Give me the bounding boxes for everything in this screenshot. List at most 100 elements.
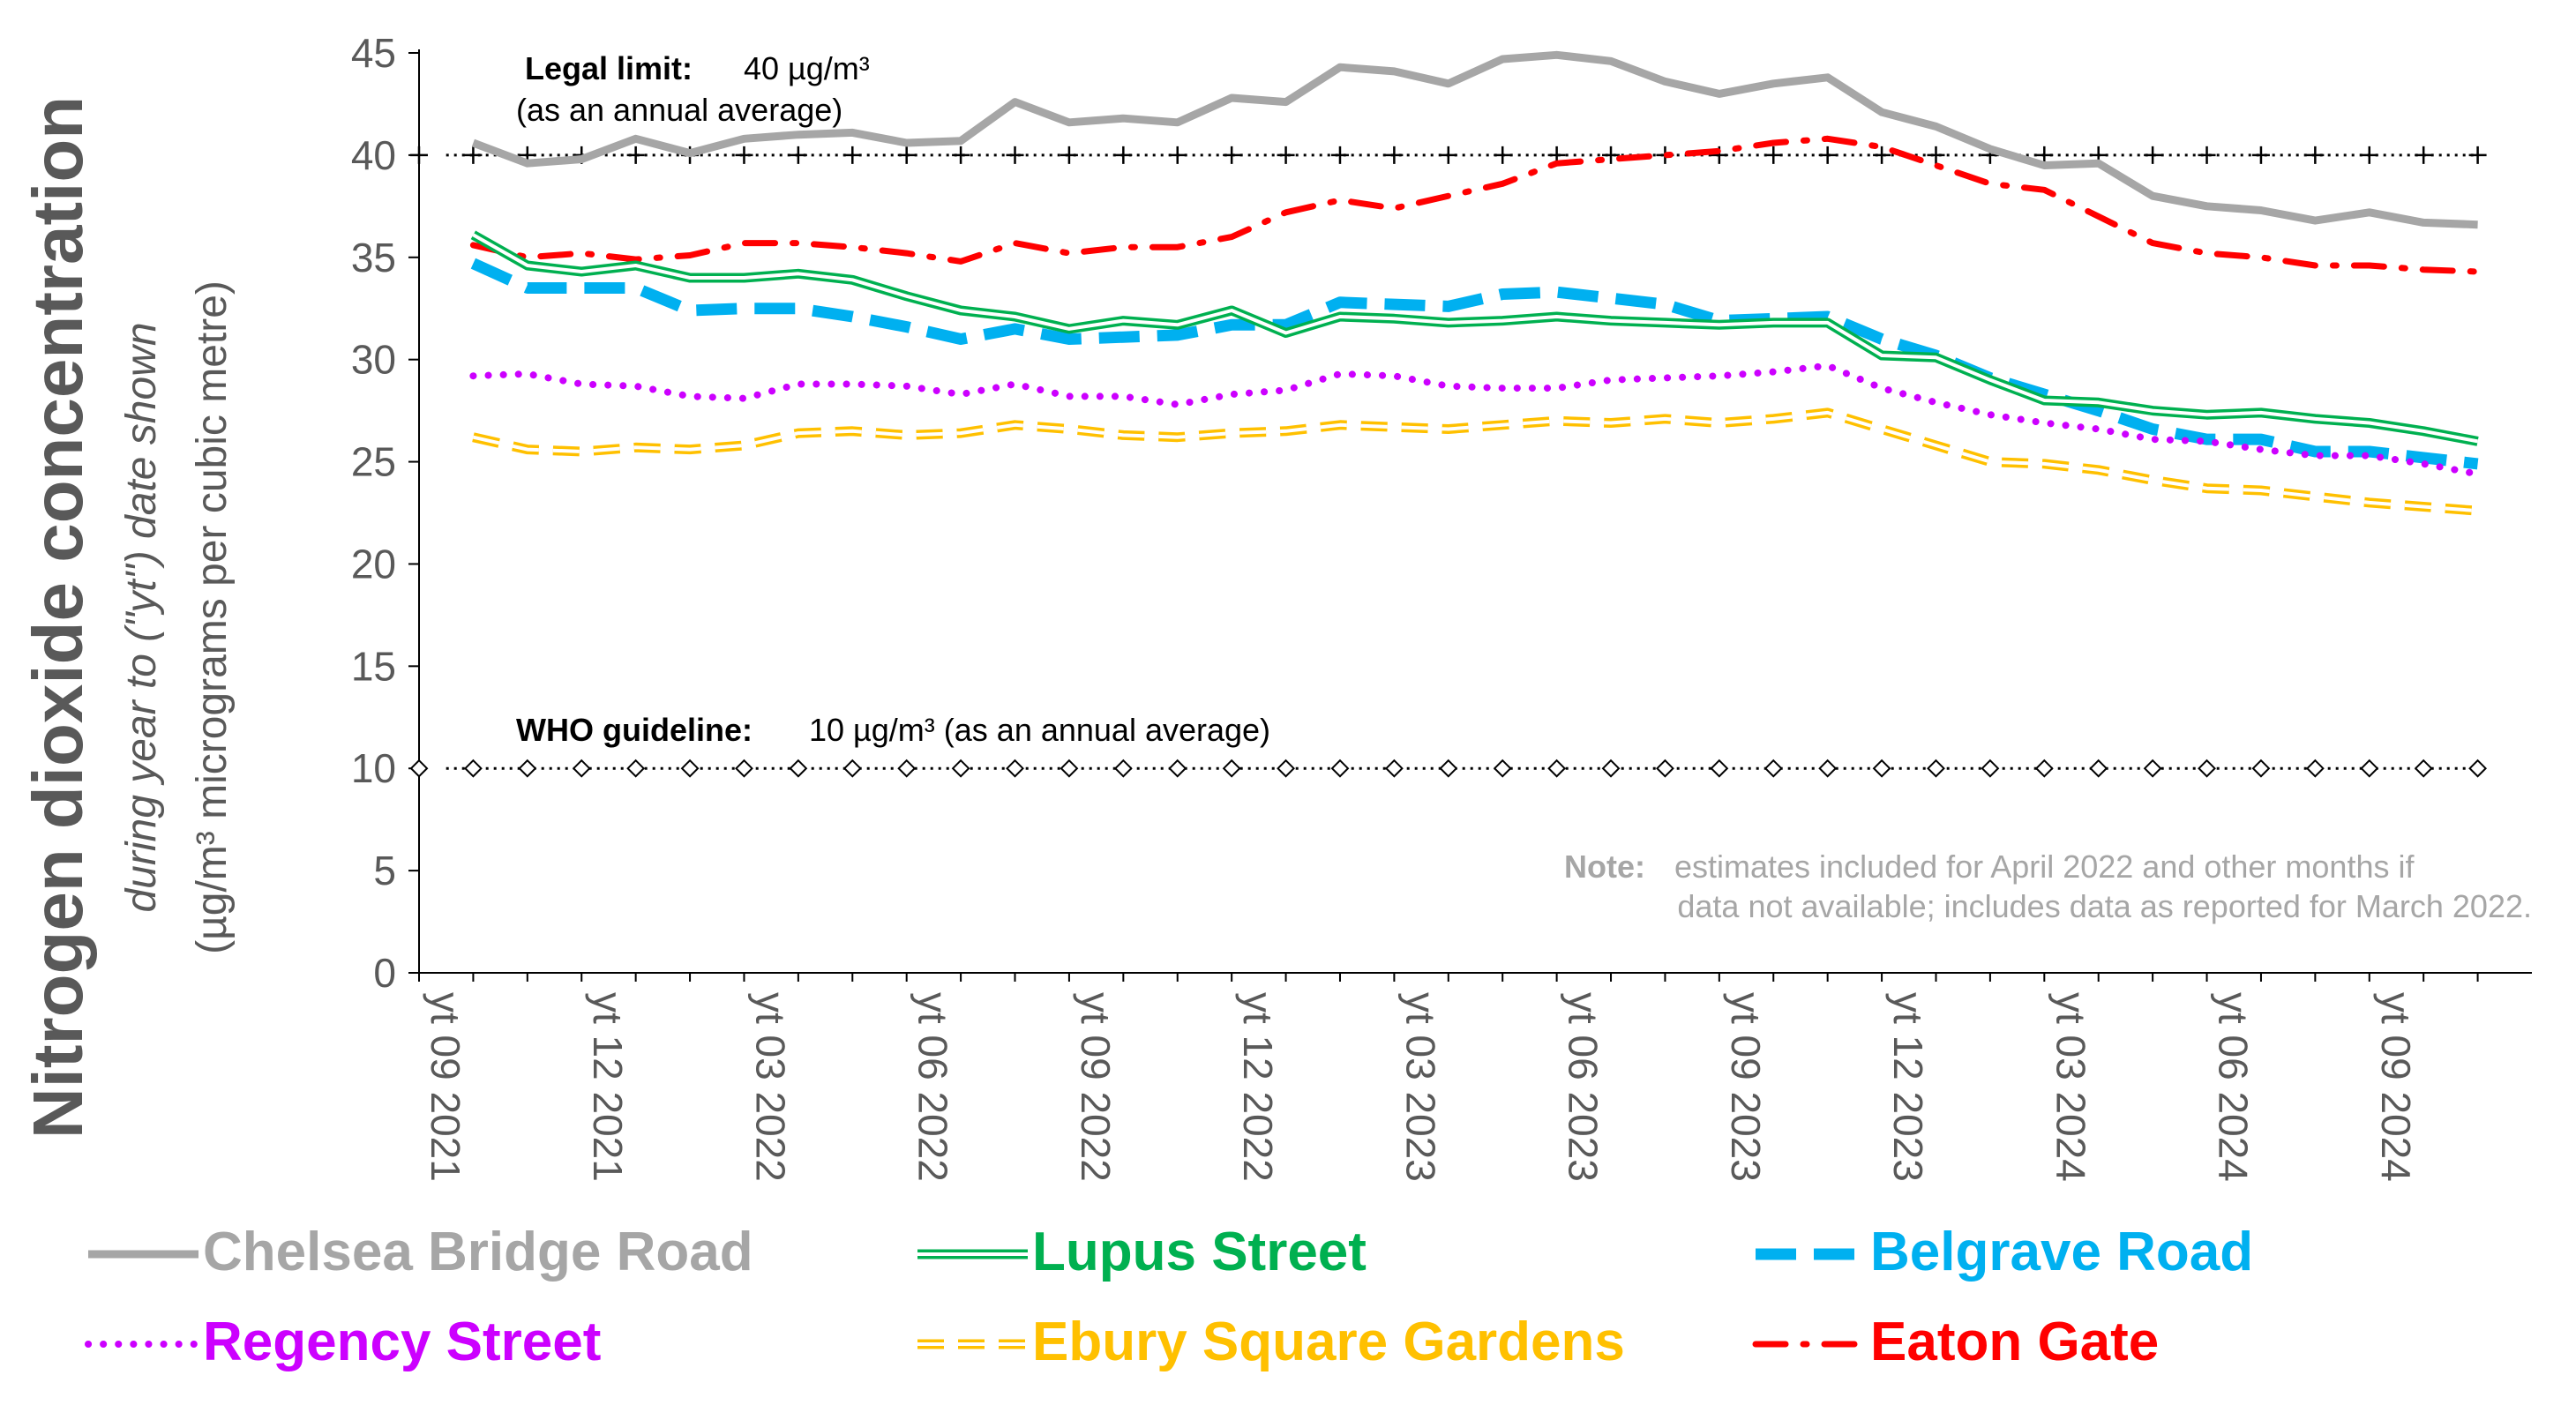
legal-limit-label: 40 µg/m³ bbox=[744, 50, 870, 86]
legal-limit-label-line2: (as an annual average) bbox=[516, 92, 842, 128]
reference-marker-diamond bbox=[2198, 759, 2216, 778]
y-tick-label: 35 bbox=[351, 235, 396, 280]
reference-marker-diamond bbox=[1222, 759, 1241, 778]
reference-marker-diamond bbox=[2360, 759, 2379, 778]
reference-marker-plus bbox=[1060, 146, 1078, 164]
reference-marker-diamond bbox=[1927, 759, 1945, 778]
reference-marker-plus bbox=[897, 146, 916, 164]
reference-marker-diamond bbox=[897, 759, 917, 778]
y-tick-label: 30 bbox=[351, 337, 396, 383]
x-tick-label: yt 06 2022 bbox=[910, 992, 956, 1182]
reference-marker-plus bbox=[1873, 146, 1891, 164]
reference-marker-plus bbox=[2035, 146, 2054, 164]
y-tick-label: 45 bbox=[351, 30, 396, 76]
reference-marker-diamond bbox=[2251, 759, 2271, 778]
x-tick-label: yt 06 2023 bbox=[1561, 992, 1606, 1182]
reference-marker-diamond bbox=[463, 759, 483, 778]
y-axis-units-block: (µg/m³ micrograms per cubic metre) bbox=[189, 280, 236, 954]
reference-marker-diamond bbox=[1113, 759, 1133, 778]
x-tick-label: yt 06 2024 bbox=[2211, 992, 2257, 1182]
reference-marker-plus bbox=[1764, 146, 1783, 164]
x-tick-label: yt 09 2023 bbox=[1723, 992, 1769, 1182]
note-line1: estimates included for April 2022 and ot… bbox=[1674, 848, 2415, 885]
reference-marker-diamond bbox=[1439, 759, 1458, 778]
x-tick-label: yt 09 2021 bbox=[423, 992, 468, 1182]
reference-marker-plus bbox=[1114, 146, 1133, 164]
reference-marker-diamond bbox=[1656, 759, 1674, 778]
x-tick-label: yt 12 2023 bbox=[1885, 992, 1931, 1182]
x-tick-label: yt 03 2022 bbox=[747, 992, 793, 1182]
reference-marker-plus bbox=[464, 146, 483, 164]
reference-marker-diamond bbox=[1384, 759, 1404, 778]
reference-marker-plus bbox=[626, 146, 645, 164]
who-guideline-label-bold: WHO guideline: bbox=[516, 712, 753, 748]
x-tick-label: yt 12 2021 bbox=[585, 992, 631, 1182]
reference-marker-diamond bbox=[1060, 759, 1079, 778]
y-axis-subtitle-block: during year to ("yt") date shown bbox=[118, 322, 165, 912]
reference-marker-diamond bbox=[1710, 759, 1729, 778]
y-tick-label: 5 bbox=[373, 848, 396, 893]
series-lupus-street-line-inner bbox=[472, 233, 2478, 444]
reference-marker-diamond bbox=[2468, 759, 2488, 778]
reference-marker-plus bbox=[2198, 146, 2216, 164]
reference-marker-diamond bbox=[1981, 759, 2000, 778]
reference-marker-plus bbox=[2360, 146, 2378, 164]
reference-lines bbox=[409, 146, 2488, 778]
legend: Chelsea Bridge Road Lupus Street Belgrave … bbox=[85, 1222, 2253, 1372]
reference-marker-diamond bbox=[842, 759, 862, 778]
reference-marker-plus bbox=[1168, 146, 1187, 164]
reference-marker-plus bbox=[2144, 146, 2162, 164]
reference-marker-diamond bbox=[518, 759, 537, 778]
reference-marker-diamond bbox=[1330, 759, 1350, 778]
who-guideline-label: 10 µg/m³ (as an annual average) bbox=[809, 712, 1270, 748]
legend-ebury-square-gardens: Ebury Square Gardens bbox=[917, 1312, 1625, 1372]
y-tick-label: 10 bbox=[351, 745, 396, 791]
reference-marker-plus bbox=[1818, 146, 1837, 164]
legend-regency-street: Regency Street bbox=[85, 1312, 601, 1372]
reference-marker-diamond bbox=[680, 759, 700, 778]
x-tick-label: yt 03 2023 bbox=[1397, 992, 1443, 1182]
series-chelsea-bridge-road-line bbox=[471, 50, 2478, 229]
note-label-bold: Note: bbox=[1564, 848, 1645, 885]
y-tick-label: 0 bbox=[373, 950, 396, 996]
reference-marker-diamond bbox=[1493, 759, 1512, 778]
reference-marker-plus bbox=[1330, 146, 1349, 164]
reference-marker-diamond bbox=[2143, 759, 2162, 778]
note-line2: data not available; includes data as rep… bbox=[1677, 888, 2532, 924]
reference-marker-plus bbox=[2415, 146, 2433, 164]
reference-marker-diamond bbox=[626, 759, 646, 778]
series-ebury-square-gardens-line-inner bbox=[472, 410, 2478, 513]
reference-marker-plus bbox=[1006, 146, 1024, 164]
reference-marker-diamond bbox=[1764, 759, 1783, 778]
reference-marker-plus bbox=[1439, 146, 1457, 164]
reference-marker-diamond bbox=[409, 759, 429, 778]
series-lines bbox=[469, 50, 2482, 516]
x-tick-label: yt 09 2022 bbox=[1073, 992, 1119, 1182]
series-regency-street-line bbox=[469, 362, 2482, 478]
legend-regency-street-label: Regency Street bbox=[203, 1312, 601, 1372]
legend-belgrave-road-label: Belgrave Road bbox=[1870, 1222, 2253, 1282]
chart-subtitle: during year to ("yt") date shown bbox=[118, 322, 165, 912]
reference-marker-diamond bbox=[1872, 759, 1891, 778]
reference-marker-plus bbox=[952, 146, 970, 164]
reference-marker-plus bbox=[2468, 146, 2487, 164]
y-tick-label: 40 bbox=[351, 132, 396, 178]
reference-marker-diamond bbox=[2034, 759, 2054, 778]
legend-ebury-square-gardens-label: Ebury Square Gardens bbox=[1032, 1312, 1625, 1372]
legend-belgrave-road: Belgrave Road bbox=[1756, 1222, 2253, 1282]
reference-marker-plus bbox=[735, 146, 753, 164]
y-tick-label: 15 bbox=[351, 643, 396, 689]
reference-marker-plus bbox=[2251, 146, 2270, 164]
y-axis-title-block: Nitrogen dioxide concentration bbox=[19, 96, 97, 1139]
legend-chelsea-bridge-road-label: Chelsea Bridge Road bbox=[203, 1222, 753, 1282]
x-tick-label: yt 09 2024 bbox=[2373, 992, 2419, 1182]
reference-marker-plus bbox=[410, 146, 428, 164]
series-belgrave-road-line bbox=[470, 258, 2479, 470]
chart-title: Nitrogen dioxide concentration bbox=[19, 96, 97, 1139]
legal-limit-label-bold: Legal limit: bbox=[525, 50, 693, 86]
reference-marker-diamond bbox=[789, 759, 808, 778]
reference-marker-plus bbox=[843, 146, 862, 164]
legend-chelsea-bridge-road: Chelsea Bridge Road bbox=[88, 1222, 753, 1282]
